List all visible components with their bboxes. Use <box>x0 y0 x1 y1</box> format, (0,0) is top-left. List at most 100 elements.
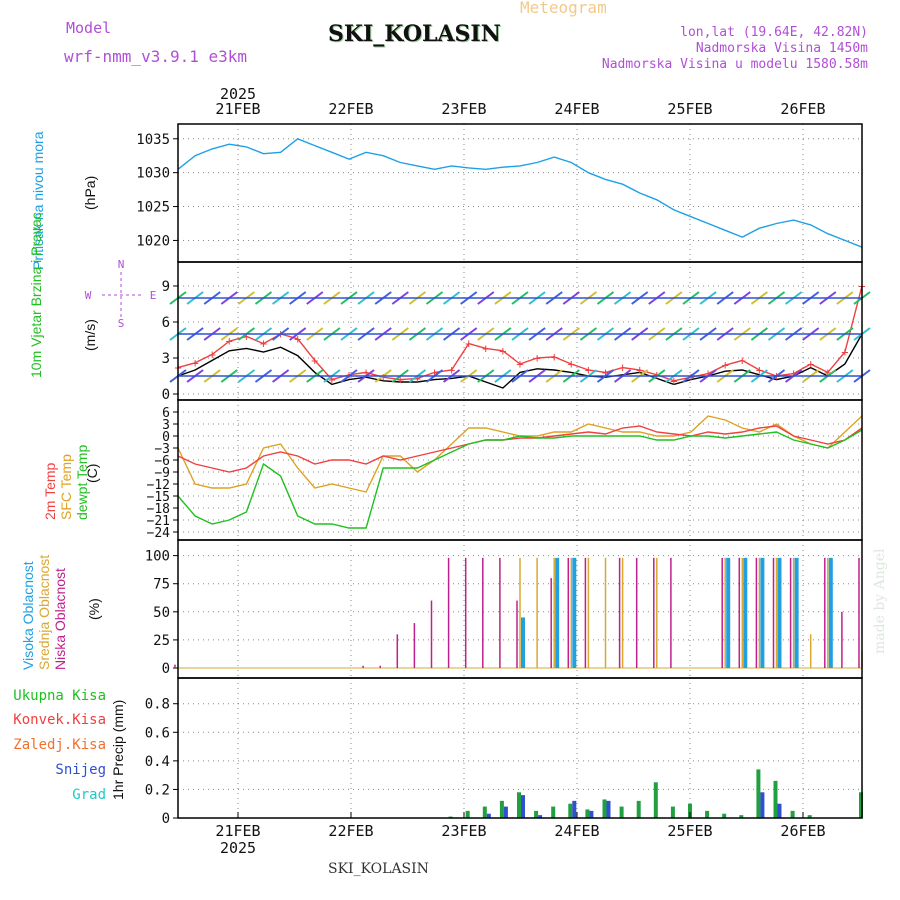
cloud-bar-niska <box>721 557 723 668</box>
precip-bar-snijeg <box>521 795 525 818</box>
cloud-bar-niska <box>396 634 399 668</box>
precip-bar-ukupna <box>859 792 863 818</box>
cloud-bar-srednja <box>656 557 658 668</box>
precip-bar-ukupna <box>465 810 470 818</box>
cloud-bar-srednja <box>604 557 607 668</box>
precip-bar-snijeg <box>606 800 611 818</box>
cloud-bar-niska <box>482 557 484 668</box>
wind-gust-marker: + <box>807 357 814 371</box>
xtick-top-5: 26FEB <box>780 100 825 118</box>
precip-bar-ukupna <box>773 780 778 818</box>
wind-gust-marker: + <box>260 337 267 351</box>
ytick-label-4-0: 0.8 <box>145 697 170 713</box>
precip-bar-ukupna <box>534 810 539 818</box>
ytick-label-1-0: 9 <box>162 279 170 295</box>
xtick-bottom-4: 25FEB <box>667 822 712 840</box>
cloud-bar-niska <box>567 557 570 668</box>
cloud-bar-srednja <box>809 634 812 668</box>
model-label: Model <box>66 19 112 37</box>
wind-gust-marker: + <box>516 357 523 371</box>
cloud-bar-visoka <box>760 557 765 668</box>
precip-bar-ukupna <box>790 810 795 818</box>
cloud-bar-niska <box>635 557 638 668</box>
cloud-bar-visoka <box>794 557 799 668</box>
cloud-bar-srednja <box>553 557 555 668</box>
dewpt-temp-line <box>177 429 863 529</box>
cloud-bar-niska <box>653 557 655 668</box>
xtick-bottom-2: 23FEB <box>441 822 486 840</box>
cloud-bar-niska <box>738 557 741 668</box>
cloud-bar-niska <box>362 665 364 668</box>
wind-gust-marker: + <box>670 374 677 388</box>
cloud-bar-srednja <box>792 557 795 668</box>
wind-gust-marker: + <box>704 367 711 381</box>
wind-gust-marker: + <box>551 350 558 364</box>
ytick-label-2-3: −3 <box>154 442 170 457</box>
wind-gust-marker: + <box>756 363 763 377</box>
cloud-bar-srednja <box>536 557 538 668</box>
wind-gust-marker: + <box>568 357 575 371</box>
cloud-bar-visoka <box>743 557 748 668</box>
precip-bar-ukupna <box>807 815 812 818</box>
wind-gust-marker: + <box>602 365 609 379</box>
panel-frame-2 <box>177 399 863 541</box>
cloud-bar-niska <box>772 557 775 668</box>
wind-gust-marker: + <box>533 351 540 365</box>
cloud-bar-srednja <box>741 557 744 668</box>
precip-bar-ukupna <box>739 815 744 818</box>
cloud-bar-visoka <box>521 617 525 668</box>
cloud-bar-niska <box>550 578 552 668</box>
ytick-label-2-10: −24 <box>147 526 171 541</box>
precip-bar-snijeg <box>589 810 594 818</box>
wind-gust-marker: + <box>722 358 729 372</box>
xtick-bottom-3: 24FEB <box>554 822 599 840</box>
xtick-top-2: 23FEB <box>441 100 486 118</box>
station-title: SKI_KOLASIN <box>328 21 501 47</box>
ytick-label-4-4: 0 <box>162 811 170 827</box>
cloud-bar-srednja <box>758 557 761 668</box>
lonlat-text: lon,lat (19.64E, 42.82N) <box>680 25 868 40</box>
xtick-top-4: 25FEB <box>667 100 712 118</box>
ytick-label-0-1: 1030 <box>136 166 170 182</box>
ytick-label-3-0: 100 <box>145 549 170 565</box>
precip-bar-ukupna <box>688 803 692 818</box>
precip-bar-ukupna <box>636 800 641 818</box>
wind-gust-marker: + <box>824 365 831 379</box>
legend-konvek-kisa: Konvek.Kisa <box>13 712 106 728</box>
ytick-label-2-4: −6 <box>154 454 170 469</box>
wind-gust-marker: + <box>397 373 404 387</box>
cloud-bar-niska <box>670 557 672 668</box>
wind-gust-marker: + <box>226 334 233 348</box>
xtick-year-bottom: 2025 <box>220 839 256 857</box>
precip-bar-ukupna <box>499 800 504 818</box>
ytick-label-4-2: 0.4 <box>145 754 170 770</box>
xtick-year-top: 2025 <box>220 85 256 103</box>
precip-bar-snijeg <box>760 792 765 818</box>
cloud-bar-visoka <box>555 557 560 668</box>
precip-bar-snijeg <box>486 813 491 818</box>
xtick-bottom-5: 26FEB <box>780 822 825 840</box>
ytick-label-4-3: 0.2 <box>145 782 170 798</box>
ytick-label-2-9: −21 <box>147 514 170 529</box>
xtick-bottom-1: 22FEB <box>328 822 373 840</box>
precip-bar-ukupna <box>602 799 607 818</box>
cloud-bar-srednja <box>775 557 778 668</box>
ytick-label-0-3: 1020 <box>136 233 170 249</box>
cloud-bar-niska <box>499 557 501 668</box>
wind-gust-marker: + <box>431 365 438 379</box>
precip-bar-ukupna <box>585 809 590 818</box>
ytick-label-3-4: 0 <box>162 661 170 677</box>
cloud-bar-niska <box>789 557 792 668</box>
ytick-label-0-0: 1035 <box>136 132 170 148</box>
wind-gust-marker: + <box>739 353 746 367</box>
wind-gust-marker: + <box>841 345 848 359</box>
precip-bar-snijeg <box>777 803 782 818</box>
cloud-bar-visoka <box>777 557 782 668</box>
ytick-label-3-3: 25 <box>153 633 170 649</box>
legend-snijeg: Snijeg <box>55 762 106 778</box>
precip-bar-snijeg <box>538 815 543 818</box>
wind-gust-marker: + <box>328 373 335 387</box>
precip-bar-ukupna <box>705 810 710 818</box>
